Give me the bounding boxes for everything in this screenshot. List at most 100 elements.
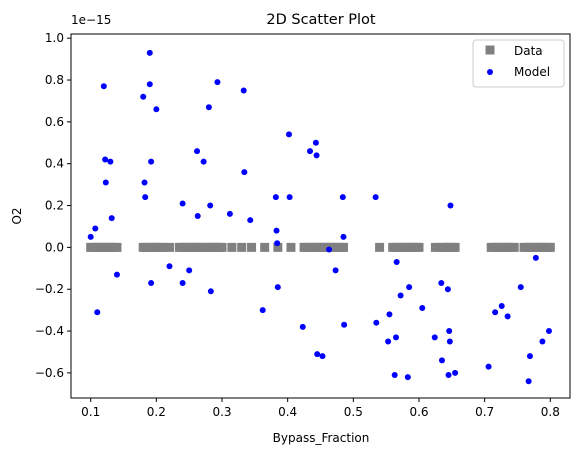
model-point — [299, 323, 306, 330]
data-point — [237, 242, 247, 252]
x-axis-label: Bypass_Fraction — [273, 431, 370, 445]
model-point — [393, 334, 400, 341]
x-tick-label: 0.3 — [212, 405, 231, 419]
x-tick-label: 0.2 — [147, 405, 166, 419]
y-tick-label: 0.4 — [45, 157, 64, 171]
model-point — [326, 246, 333, 253]
x-tick-label: 0.7 — [475, 405, 494, 419]
model-point — [340, 233, 347, 240]
model-point — [108, 215, 115, 222]
model-point — [274, 284, 281, 291]
model-point — [391, 371, 398, 378]
data-point — [260, 242, 270, 252]
data-point — [247, 242, 257, 252]
model-point — [241, 169, 248, 176]
model-point — [92, 225, 99, 232]
model-point — [438, 279, 445, 286]
model-point — [146, 49, 153, 56]
model-point — [153, 106, 160, 113]
model-point — [274, 240, 281, 247]
data-point — [227, 242, 237, 252]
y-axis: −0.6 −0.4 −0.2 0.0 0.2 0.4 0.6 0.8 1.0 — [35, 31, 71, 380]
data-point — [430, 242, 440, 252]
model-point — [200, 158, 207, 165]
model-point — [148, 279, 155, 286]
y-offset-text: 1e−15 — [71, 13, 111, 27]
model-point — [102, 156, 109, 163]
y-tick-label: 0.0 — [45, 240, 64, 254]
model-point — [532, 254, 539, 261]
legend: Data Model — [472, 39, 565, 88]
model-point — [94, 309, 101, 316]
model-point — [179, 279, 186, 286]
model-point — [194, 213, 201, 219]
model-point — [504, 313, 511, 320]
model-point — [286, 194, 293, 201]
model-point — [240, 87, 247, 94]
model-point — [452, 369, 459, 376]
model-point — [406, 284, 413, 291]
model-point — [373, 319, 380, 326]
series-model — [87, 49, 552, 385]
model-point — [397, 292, 404, 299]
x-axis: 0.1 0.2 0.3 0.4 0.5 0.6 0.7 0.8 — [81, 398, 560, 419]
data-point — [158, 242, 168, 252]
y-tick-label: 0.8 — [45, 73, 64, 87]
data-point — [217, 242, 227, 252]
model-point — [319, 353, 326, 360]
model-point — [517, 284, 524, 291]
data-point — [450, 242, 460, 252]
model-point — [312, 139, 319, 146]
data-point — [286, 242, 296, 252]
y-axis-label: O2 — [10, 207, 24, 224]
model-point — [431, 334, 438, 341]
y-tick-label: −0.2 — [35, 282, 64, 296]
model-point — [140, 93, 147, 100]
model-point — [141, 179, 148, 186]
data-point — [338, 242, 348, 252]
model-point — [285, 131, 292, 138]
legend-marker-data — [485, 45, 495, 55]
model-point — [214, 79, 221, 86]
model-point — [226, 210, 233, 217]
model-point — [207, 288, 214, 295]
model-point — [146, 81, 153, 88]
y-tick-label: 0.6 — [45, 115, 64, 129]
legend-marker-model — [487, 69, 493, 75]
y-tick-label: 0.2 — [45, 199, 64, 213]
model-point — [525, 378, 532, 385]
model-point — [247, 217, 254, 224]
series-data — [86, 242, 555, 252]
x-tick-label: 0.1 — [81, 405, 100, 419]
model-point — [419, 305, 426, 312]
model-point — [87, 233, 94, 240]
model-point — [498, 302, 505, 309]
model-point — [545, 328, 552, 335]
model-point — [207, 202, 214, 209]
data-point — [112, 242, 122, 252]
model-point — [404, 374, 411, 381]
x-tick-label: 0.8 — [541, 405, 560, 419]
model-point — [539, 338, 546, 345]
model-point — [444, 286, 451, 293]
model-point — [100, 83, 107, 90]
model-point — [446, 338, 453, 345]
model-point — [438, 357, 445, 364]
model-point — [186, 267, 193, 274]
model-point — [273, 227, 280, 234]
model-point — [194, 148, 201, 155]
model-point — [339, 194, 346, 201]
legend-label-model: Model — [514, 65, 550, 79]
chart-title: 2D Scatter Plot — [266, 12, 376, 28]
model-point — [272, 194, 279, 201]
model-point — [179, 200, 186, 207]
model-point — [446, 328, 453, 335]
model-point — [107, 158, 114, 165]
data-point — [509, 242, 519, 252]
model-point — [341, 321, 348, 328]
legend-box — [472, 39, 565, 88]
y-tick-label: −0.6 — [35, 366, 64, 380]
legend-label-data: Data — [514, 44, 543, 58]
